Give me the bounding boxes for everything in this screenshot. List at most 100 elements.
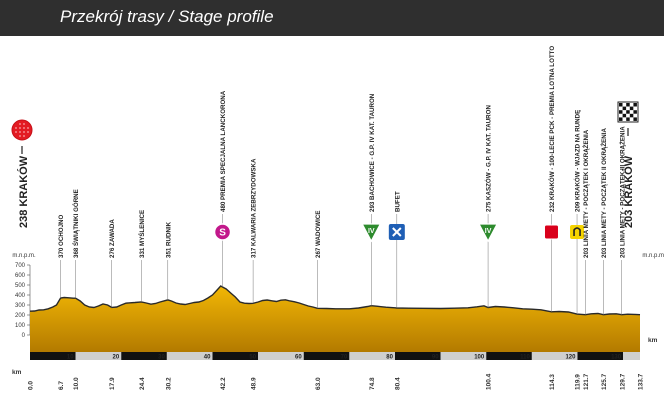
km-mark-label: 6.7 [58,381,65,390]
finish-icon-square [633,103,637,107]
profile-line [29,285,641,316]
profile-area [30,286,640,352]
finish-icon-square [619,117,623,121]
waypoint-label: BUFET [394,191,401,212]
finish-icon-square [622,113,627,118]
distance-band-label: 90 [432,355,439,361]
km-mark-label: 63.0 [315,377,322,390]
y-tick-label: 700 [15,263,26,269]
km-mark-label: 129.7 [619,373,626,390]
distance-band-label: 60 [295,355,302,361]
waypoint-label: 203 LINIA METY - POCZĄTEK I OKRĄŻENIA [583,129,590,258]
y-axis-label: m.n.p.m. [12,253,36,259]
distance-band-label: 50 [249,355,256,361]
distance-band-segment [349,352,395,360]
circuit-icon-loop [573,227,581,236]
waypoint-label: 203 LINIA METY - POCZĄTEK II OKRĄŻENIA [601,128,608,258]
km-mark-label: 125.7 [601,373,608,390]
start-icon-dot [19,131,21,133]
kom-icon-text: IV [368,228,375,235]
y-axis-label-right: m.n.p.m. [642,253,664,259]
distance-band-label: 30 [158,355,165,361]
distance-band-label: 120 [565,355,576,361]
distance-band-segment [440,352,487,360]
start-icon-dot [15,131,17,133]
km-mark-label: 100.4 [486,373,493,390]
waypoint-label: 293 BACHOWICE - G.P. IV KAT. TAURON [369,93,376,212]
page-title: Przekrój trasy / Stage profile [60,7,274,26]
feed-zone-icon-cross [392,227,402,237]
km-mark-label: 17.9 [109,377,116,390]
distance-band-segment [394,352,441,360]
y-tick-label: 300 [15,303,26,309]
distance-band-segment [577,352,624,360]
distance-band-segment [303,352,350,360]
finish-icon-square [622,106,627,111]
finish-icon-square [629,106,634,111]
km-mark-label: 74.8 [369,377,376,390]
waypoint-label: 275 KASZÓW - G.P. IV KAT. TAURON [485,105,493,212]
distance-band-segment [30,352,76,360]
finish-icon-square [619,110,623,114]
waypoint-label: 317 KALWARIA ZEBRZYDOWSKA [251,158,258,258]
y-tick-label: 600 [15,273,26,279]
waypoint-label: 267 WADOWICE [315,211,322,258]
waypoint-label: 368 ŚWIĄTNIKI GÓRNE [72,189,80,258]
start-icon-dot [19,135,21,137]
distance-band-label: 10 [67,355,74,361]
km-mark-label: 114.3 [549,374,556,390]
distance-band-segment [212,352,259,360]
kom-icon [478,223,499,243]
finish-icon-square [633,117,637,121]
distance-band-label: 70 [341,355,348,361]
start-icon [11,119,33,141]
distance-band-label: 130 [611,355,622,361]
waypoint-label: 370 OCHOJNO [58,214,65,258]
finish-icon-square [629,113,634,118]
km-mark-label: 80.4 [394,377,401,390]
finish-icon-square [626,103,630,107]
distance-band-label: 100 [474,355,485,361]
waypoint-label: 480 PREMIA SPECJALNA LANCKORONA [220,90,227,212]
waypoint-label: 331 MYŚLENICE [139,210,146,258]
waypoint-label: 351 RUDNIK [165,221,172,258]
start-icon-dot [27,127,29,129]
km-mark-label: 24.4 [139,377,146,390]
distance-band-label: 80 [386,355,393,361]
km-mark-label: 30.2 [165,377,172,390]
start-icon-dot [23,123,25,125]
y-tick-label: 0 [22,333,26,339]
finish-label: 203 KRAKÓW [622,155,635,228]
distance-band-segment [166,352,213,360]
waypoint-label: 276 ZAWADA [109,219,116,258]
sprint-icon [213,223,232,241]
distance-band-label: 110 [520,355,530,361]
waypoint-label: 209 KRAKÓW - WJAZD NA RUNDĘ [574,110,582,212]
km-mark-label: 48.9 [251,377,258,390]
finish-icon-square [626,117,630,121]
y-tick-label: 500 [15,283,26,289]
y-tick-label: 100 [15,323,26,329]
start-icon-dot [19,127,21,129]
finish-icon-square [619,103,623,107]
kom-icon [361,223,382,243]
start-icon-dot [23,131,25,133]
kom-icon-text: IV [485,228,492,235]
start-icon-dot [23,127,25,129]
finish-icon-square [626,110,630,114]
finish-icon-square [633,110,637,114]
sprint-icon-letter: S [219,228,226,239]
y-tick-label: 200 [15,313,26,319]
distance-band-label: 20 [113,355,120,361]
km-mark-label: 42.2 [220,377,227,390]
start-icon-dot [19,123,21,125]
distance-band-segment [531,352,578,360]
km-mark-label: 121.7 [583,373,590,390]
distance-band-segment [258,352,304,360]
start-icon-dot [27,131,29,133]
bonus-sprint-icon [543,224,559,240]
start-icon-dot [15,127,17,129]
distance-band-label: 40 [204,355,211,361]
distance-band-segment [121,352,167,360]
